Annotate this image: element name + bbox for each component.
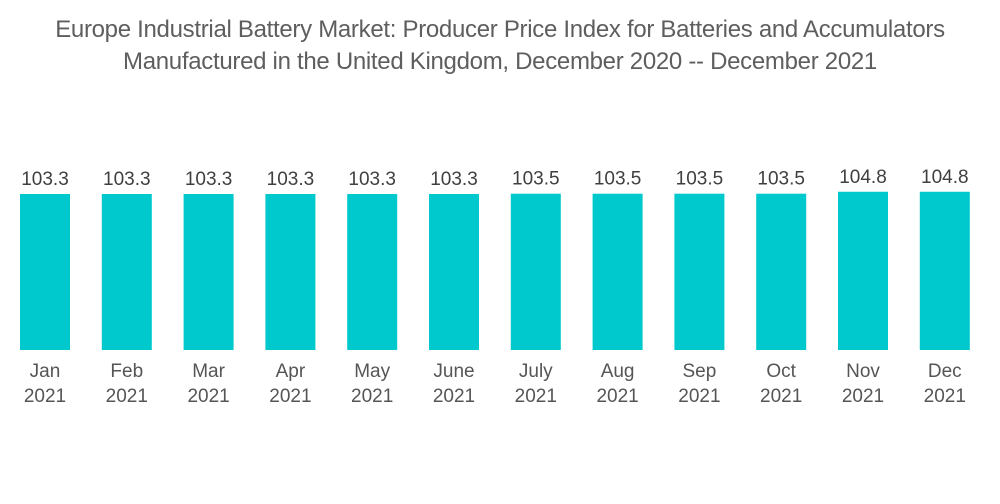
- data-label: 103.5: [594, 169, 642, 190]
- bar-may: [347, 194, 398, 350]
- x-tick-year: 2021: [760, 386, 802, 407]
- bar-feb: [101, 194, 152, 350]
- data-label: 103.3: [185, 169, 233, 190]
- x-tick-year: 2021: [678, 386, 720, 407]
- bar-sep: [674, 193, 725, 350]
- data-label: 103.5: [676, 169, 724, 190]
- x-tick-month: Dec: [928, 361, 962, 382]
- data-label: 104.8: [921, 167, 969, 188]
- bar-mar: [183, 194, 234, 350]
- x-tick-year: 2021: [269, 386, 311, 407]
- x-tick-month: Nov: [846, 361, 880, 382]
- bar-dec: [919, 191, 970, 350]
- data-label: 103.5: [757, 169, 805, 190]
- data-label: 103.3: [267, 169, 315, 190]
- chart-title-line1: Europe Industrial Battery Market: Produc…: [55, 16, 945, 43]
- chart-title-line2: Manufactured in the United Kingdom, Dece…: [123, 48, 877, 75]
- x-tick-month: Aug: [601, 361, 635, 382]
- bar-apr: [265, 194, 316, 350]
- x-tick-month: June: [433, 361, 474, 382]
- data-label: 103.5: [512, 169, 560, 190]
- x-tick-year: 2021: [351, 386, 393, 407]
- x-tick-month: Feb: [110, 361, 143, 382]
- data-label: 103.3: [348, 169, 396, 190]
- x-tick-year: 2021: [924, 386, 966, 407]
- chart-title: Europe Industrial Battery Market: Produc…: [0, 14, 1000, 78]
- x-tick-month: Oct: [766, 361, 796, 382]
- data-label: 103.3: [103, 169, 151, 190]
- x-tick-month: Jan: [30, 361, 61, 382]
- bar-july: [510, 193, 561, 350]
- x-tick-month: Apr: [276, 361, 306, 382]
- x-tick-month: Mar: [192, 361, 225, 382]
- x-tick-month: July: [519, 361, 553, 382]
- bar-nov: [838, 191, 888, 350]
- x-tick-year: 2021: [187, 386, 229, 407]
- data-label: 104.8: [839, 167, 887, 188]
- x-tick-year: 2021: [842, 386, 884, 407]
- bar-aug: [592, 193, 643, 350]
- bar-june: [429, 194, 479, 350]
- x-tick-year: 2021: [433, 386, 475, 407]
- data-label: 103.3: [430, 169, 478, 190]
- x-tick-year: 2021: [106, 386, 148, 407]
- x-tick-year: 2021: [24, 386, 66, 407]
- x-tick-month: May: [354, 361, 390, 382]
- bar-jan: [20, 194, 70, 350]
- x-tick-year: 2021: [596, 386, 638, 407]
- x-tick-month: Sep: [682, 361, 716, 382]
- bar-oct: [756, 193, 807, 350]
- x-tick-year: 2021: [515, 386, 557, 407]
- data-label: 103.3: [21, 169, 69, 190]
